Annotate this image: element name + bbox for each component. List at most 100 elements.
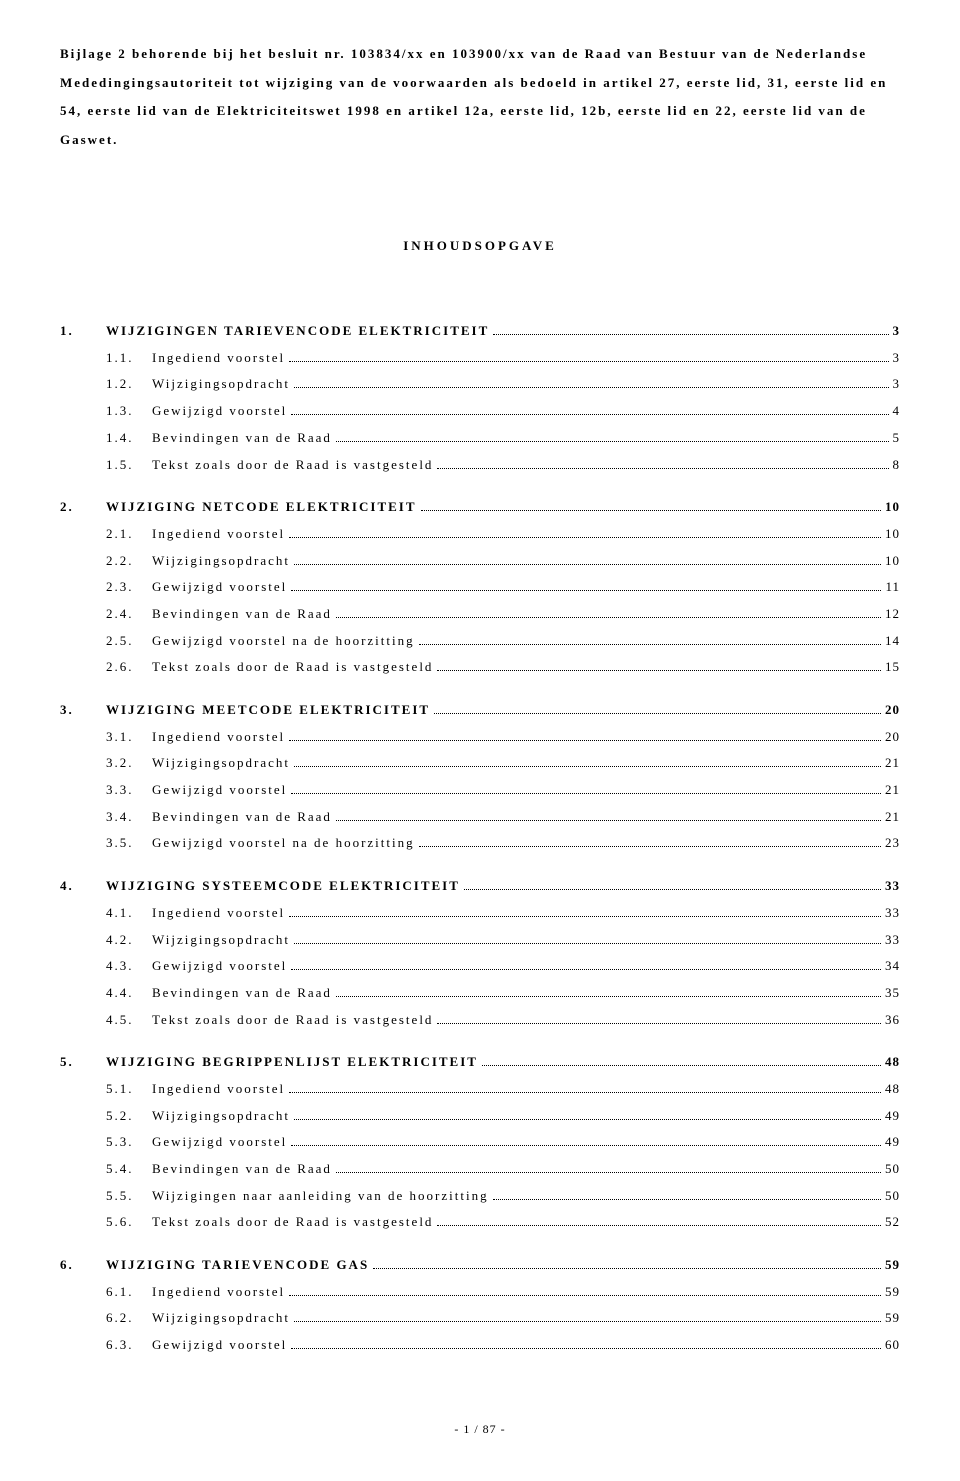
toc-section-page: 33 <box>885 874 900 899</box>
toc-leader-dots <box>294 554 881 564</box>
toc-sub-row: 6.3.Gewijzigd voorstel60 <box>60 1333 900 1358</box>
toc-sub-row: 3.1.Ingediend voorstel20 <box>60 725 900 750</box>
toc-section-number: 6. <box>60 1253 106 1278</box>
toc-section-number: 1. <box>60 319 106 344</box>
toc-item-number: 3.4. <box>60 805 152 830</box>
toc-item-label: Wijzigingsopdracht <box>152 1104 290 1129</box>
toc-item-number: 4.2. <box>60 928 152 953</box>
toc-item-label: Tekst zoals door de Raad is vastgesteld <box>152 1008 433 1033</box>
toc-section-page: 20 <box>885 698 900 723</box>
toc-section: 6.WIJZIGING TARIEVENCODE GAS596.1.Ingedi… <box>60 1253 900 1358</box>
toc-sub-row: 2.1.Ingediend voorstel10 <box>60 522 900 547</box>
toc-leader-dots <box>419 635 881 645</box>
toc-item-label: Bevindingen van de Raad <box>152 426 332 451</box>
toc-leader-dots <box>289 907 881 917</box>
toc-item-page: 35 <box>885 981 900 1006</box>
toc-section: 4.WIJZIGING SYSTEEMCODE ELEKTRICITEIT334… <box>60 874 900 1032</box>
toc-item-label: Gewijzigd voorstel <box>152 575 287 600</box>
toc-leader-dots <box>336 608 881 618</box>
toc-item-page: 11 <box>885 575 900 600</box>
toc-section-page: 10 <box>885 495 900 520</box>
toc-item-number: 2.3. <box>60 575 152 600</box>
toc-item-page: 23 <box>885 831 900 856</box>
toc-sub-row: 2.4.Bevindingen van de Raad12 <box>60 602 900 627</box>
toc-item-label: Ingediend voorstel <box>152 901 285 926</box>
toc-section: 5.WIJZIGING BEGRIPPENLIJST ELEKTRICITEIT… <box>60 1050 900 1235</box>
toc-item-label: Wijzigingsopdracht <box>152 372 290 397</box>
page-footer: - 1 / 87 - <box>60 1418 900 1441</box>
toc-item-label: Ingediend voorstel <box>152 1280 285 1305</box>
toc-sub-row: 2.6.Tekst zoals door de Raad is vastgest… <box>60 655 900 680</box>
toc-item-page: 4 <box>893 399 901 424</box>
toc-leader-dots <box>336 811 881 821</box>
toc-item-number: 5.5. <box>60 1184 152 1209</box>
toc-item-label: Gewijzigd voorstel <box>152 1130 287 1155</box>
toc-leader-dots <box>289 731 881 741</box>
toc-section-title: WIJZIGINGEN TARIEVENCODE ELEKTRICITEIT <box>106 319 489 344</box>
toc-leader-dots <box>294 933 881 943</box>
toc-leader-dots <box>437 661 881 671</box>
toc-section-number: 5. <box>60 1050 106 1075</box>
toc-item-number: 3.2. <box>60 751 152 776</box>
toc-item-page: 48 <box>885 1077 900 1102</box>
toc-leader-dots <box>336 987 881 997</box>
toc-leader-dots <box>294 1110 881 1120</box>
toc-sub-row: 1.4.Bevindingen van de Raad5 <box>60 426 900 451</box>
toc-leader-dots <box>434 704 881 714</box>
toc-sub-row: 5.4.Bevindingen van de Raad50 <box>60 1157 900 1182</box>
toc-sub-row: 5.2.Wijzigingsopdracht49 <box>60 1104 900 1129</box>
toc-item-page: 60 <box>885 1333 900 1358</box>
toc-section: 3.WIJZIGING MEETCODE ELEKTRICITEIT203.1.… <box>60 698 900 856</box>
toc-leader-dots <box>437 1013 881 1023</box>
toc-leader-dots <box>336 432 889 442</box>
toc-item-number: 5.3. <box>60 1130 152 1155</box>
toc-item-label: Ingediend voorstel <box>152 725 285 750</box>
toc-item-number: 2.1. <box>60 522 152 547</box>
toc-leader-dots <box>294 757 881 767</box>
toc-item-label: Gewijzigd voorstel <box>152 399 287 424</box>
toc-sub-row: 6.1.Ingediend voorstel59 <box>60 1280 900 1305</box>
toc-item-number: 1.5. <box>60 453 152 478</box>
toc-item-label: Gewijzigd voorstel <box>152 954 287 979</box>
toc-sub-row: 4.2.Wijzigingsopdracht33 <box>60 928 900 953</box>
toc-sub-row: 3.5.Gewijzigd voorstel na de hoorzitting… <box>60 831 900 856</box>
toc-item-page: 50 <box>885 1157 900 1182</box>
toc-sub-row: 1.2.Wijzigingsopdracht3 <box>60 372 900 397</box>
toc-item-page: 36 <box>885 1008 900 1033</box>
toc-section-page: 3 <box>893 319 901 344</box>
toc-main-row: 2.WIJZIGING NETCODE ELEKTRICITEIT10 <box>60 495 900 520</box>
toc-item-number: 2.6. <box>60 655 152 680</box>
toc-item-number: 3.1. <box>60 725 152 750</box>
toc-sub-row: 1.3.Gewijzigd voorstel4 <box>60 399 900 424</box>
toc-leader-dots <box>482 1056 881 1066</box>
toc-item-page: 33 <box>885 928 900 953</box>
toc-item-page: 3 <box>893 346 901 371</box>
toc-item-number: 5.2. <box>60 1104 152 1129</box>
toc-item-label: Gewijzigd voorstel <box>152 778 287 803</box>
toc-item-page: 34 <box>885 954 900 979</box>
toc-sub-row: 1.5.Tekst zoals door de Raad is vastgest… <box>60 453 900 478</box>
toc-item-label: Gewijzigd voorstel <box>152 1333 287 1358</box>
toc-sub-row: 5.5.Wijzigingen naar aanleiding van de h… <box>60 1184 900 1209</box>
toc-sub-row: 3.2.Wijzigingsopdracht21 <box>60 751 900 776</box>
toc-sub-row: 4.5.Tekst zoals door de Raad is vastgest… <box>60 1008 900 1033</box>
toc-main-row: 3.WIJZIGING MEETCODE ELEKTRICITEIT20 <box>60 698 900 723</box>
toc-section-page: 48 <box>885 1050 900 1075</box>
toc-leader-dots <box>437 1216 881 1226</box>
toc-leader-dots <box>291 960 881 970</box>
toc-leader-dots <box>291 581 881 591</box>
toc-section-title: WIJZIGING TARIEVENCODE GAS <box>106 1253 369 1278</box>
toc-main-row: 4.WIJZIGING SYSTEEMCODE ELEKTRICITEIT33 <box>60 874 900 899</box>
toc-section-title: WIJZIGING SYSTEEMCODE ELEKTRICITEIT <box>106 874 460 899</box>
toc-item-number: 1.4. <box>60 426 152 451</box>
toc-item-label: Bevindingen van de Raad <box>152 805 332 830</box>
toc-leader-dots <box>294 1312 881 1322</box>
toc-main-row: 1.WIJZIGINGEN TARIEVENCODE ELEKTRICITEIT… <box>60 319 900 344</box>
toc-leader-dots <box>373 1259 881 1269</box>
toc-section: 1.WIJZIGINGEN TARIEVENCODE ELEKTRICITEIT… <box>60 319 900 477</box>
toc-sub-row: 2.3.Gewijzigd voorstel 11 <box>60 575 900 600</box>
toc-sub-row: 4.3.Gewijzigd voorstel34 <box>60 954 900 979</box>
toc-leader-dots <box>289 1286 881 1296</box>
toc-leader-dots <box>493 325 888 335</box>
toc-item-label: Tekst zoals door de Raad is vastgesteld <box>152 1210 433 1235</box>
